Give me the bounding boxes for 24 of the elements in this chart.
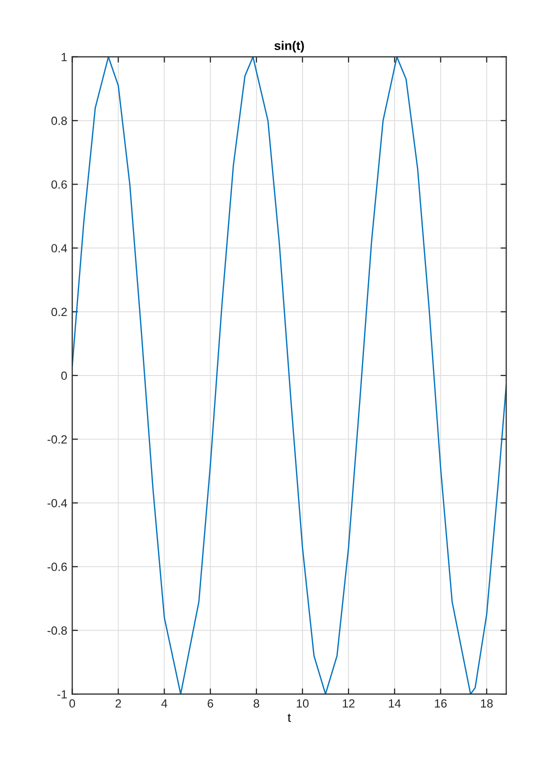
- y-tick-label: -0.2: [48, 435, 67, 444]
- line-series: [72, 56, 506, 694]
- y-tick-label: 1: [62, 53, 67, 62]
- x-axis-title: t: [288, 714, 291, 722]
- x-tick-label: 6: [208, 699, 214, 708]
- y-tick-label: 0.2: [51, 308, 67, 316]
- y-tick-label: 0.4: [51, 244, 68, 252]
- x-tick-label: 12: [342, 699, 354, 708]
- x-tick-label: 8: [254, 699, 260, 708]
- y-tick-label: -0.4: [48, 498, 68, 508]
- y-tick-label: 0.6: [51, 180, 67, 189]
- chart-title: sin(t): [274, 40, 304, 53]
- y-tick-label: 0.8: [51, 116, 67, 125]
- x-tick-label: 0: [69, 699, 76, 708]
- y-tick-label: 0: [61, 372, 67, 380]
- x-tick-label: 16: [434, 699, 447, 708]
- y-tick-label: -1: [57, 690, 67, 698]
- x-tick-label: 10: [296, 699, 309, 708]
- x-tick-label: 4: [161, 699, 168, 708]
- x-tick-label: 14: [388, 699, 401, 708]
- x-tick-label: 2: [116, 699, 121, 708]
- y-tick-label: -0.8: [48, 626, 67, 635]
- y-tick-label: -0.6: [48, 562, 67, 572]
- x-tick-label: 18: [481, 699, 493, 708]
